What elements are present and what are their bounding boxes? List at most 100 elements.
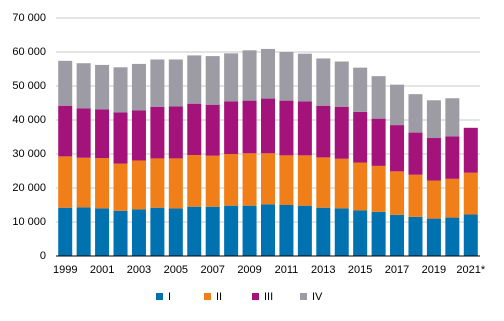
bar-segment — [463, 127, 478, 173]
bar-segment — [297, 155, 312, 206]
bar-segment — [260, 204, 276, 256]
x-tick-label: 1999 — [53, 264, 77, 276]
bar-segment — [297, 205, 312, 256]
bar-segment — [113, 67, 128, 113]
bar-segment — [353, 67, 368, 112]
y-tick-label: 70 000 — [12, 12, 46, 24]
y-tick-label: 60 000 — [12, 46, 46, 58]
bar-segment — [242, 50, 257, 101]
y-tick-label: 20 000 — [12, 182, 46, 194]
bar-segment — [426, 138, 441, 181]
bar-segment — [445, 136, 460, 179]
bar-segment — [260, 48, 276, 99]
bar-segment — [168, 158, 183, 209]
bar-segment — [371, 165, 386, 212]
bar-segment — [113, 163, 128, 211]
x-tick-label: 2011 — [275, 264, 299, 276]
x-tick-label: 2001 — [90, 264, 114, 276]
legend-swatch — [300, 293, 307, 300]
bar-segment — [131, 110, 146, 161]
bar-segment — [260, 153, 276, 205]
bar-segment — [205, 155, 220, 207]
bar-segment — [95, 158, 110, 209]
bar-segment — [224, 205, 239, 256]
bar-segment — [390, 171, 405, 215]
bar-segment — [426, 180, 441, 219]
bar-segment — [224, 53, 239, 102]
bar-segment — [279, 100, 294, 156]
bar-segment — [205, 56, 220, 105]
bar-segment — [371, 76, 386, 119]
bar-segment — [334, 61, 349, 107]
bar-segment — [131, 160, 146, 210]
bar-segment — [131, 63, 146, 111]
legend-swatch — [252, 293, 259, 300]
bar-segment — [279, 52, 294, 101]
bar-segment — [242, 153, 257, 206]
y-tick-label: 30 000 — [12, 148, 46, 160]
bar-segment — [353, 162, 368, 211]
bar-segment — [279, 155, 294, 205]
bar-segment — [334, 208, 349, 256]
bar-segment — [76, 108, 91, 158]
legend-swatch — [156, 293, 163, 300]
bar-segment — [187, 103, 202, 156]
bar-segment — [224, 154, 239, 206]
bar-segment — [224, 101, 239, 154]
x-tick-label: 2005 — [164, 264, 188, 276]
y-tick-label: 0 — [40, 250, 46, 262]
bar-segment — [205, 206, 220, 256]
x-tick-label: 2013 — [311, 264, 335, 276]
bar-segment — [408, 174, 423, 217]
bar-segment — [316, 105, 331, 158]
legend-label: II — [216, 291, 222, 303]
bar-segment — [371, 211, 386, 256]
bar-segment — [334, 106, 349, 159]
bar-segment — [390, 214, 405, 256]
legend-swatch — [204, 293, 211, 300]
x-tick-label: 2021* — [456, 264, 485, 276]
bar-segment — [113, 210, 128, 256]
bar-segment — [445, 178, 460, 218]
bar-segment — [408, 216, 423, 256]
bar-segment — [205, 104, 220, 156]
bar-segment — [316, 157, 331, 208]
bar-segment — [408, 132, 423, 175]
bar-segment — [334, 158, 349, 209]
bar-segment — [58, 60, 73, 106]
bar-segment — [131, 209, 146, 256]
bar-segment — [371, 118, 386, 166]
bar-segment — [58, 105, 73, 157]
bar-segment — [390, 84, 405, 126]
bar-segment — [76, 157, 91, 208]
bar-segment — [95, 64, 110, 110]
x-tick-label: 2015 — [348, 264, 372, 276]
bar-segment — [260, 98, 276, 154]
bar-segment — [58, 207, 73, 256]
bar-segment — [150, 158, 165, 208]
bar-segment — [316, 207, 331, 256]
y-tick-label: 40 000 — [12, 114, 46, 126]
bar-segment — [408, 94, 423, 133]
bar-segment — [445, 98, 460, 137]
bar-segment — [279, 205, 294, 256]
bar-segment — [316, 58, 331, 106]
bar-segment — [58, 156, 73, 208]
bar-segment — [168, 59, 183, 107]
y-tick-label: 10 000 — [12, 216, 46, 228]
y-tick-label: 50 000 — [12, 80, 46, 92]
bar-segment — [445, 217, 460, 256]
x-tick-label: 2003 — [127, 264, 151, 276]
legend-label: IV — [312, 291, 323, 303]
bar-segment — [187, 55, 202, 104]
bar-segment — [150, 106, 165, 159]
bar-segment — [76, 63, 91, 109]
bar-segment — [242, 100, 257, 154]
bar-segment — [463, 172, 478, 215]
bar-segment — [113, 112, 128, 164]
x-tick-label: 2009 — [237, 264, 261, 276]
x-tick-label: 2007 — [200, 264, 224, 276]
bar-segment — [353, 111, 368, 163]
bar-segment — [426, 100, 441, 139]
